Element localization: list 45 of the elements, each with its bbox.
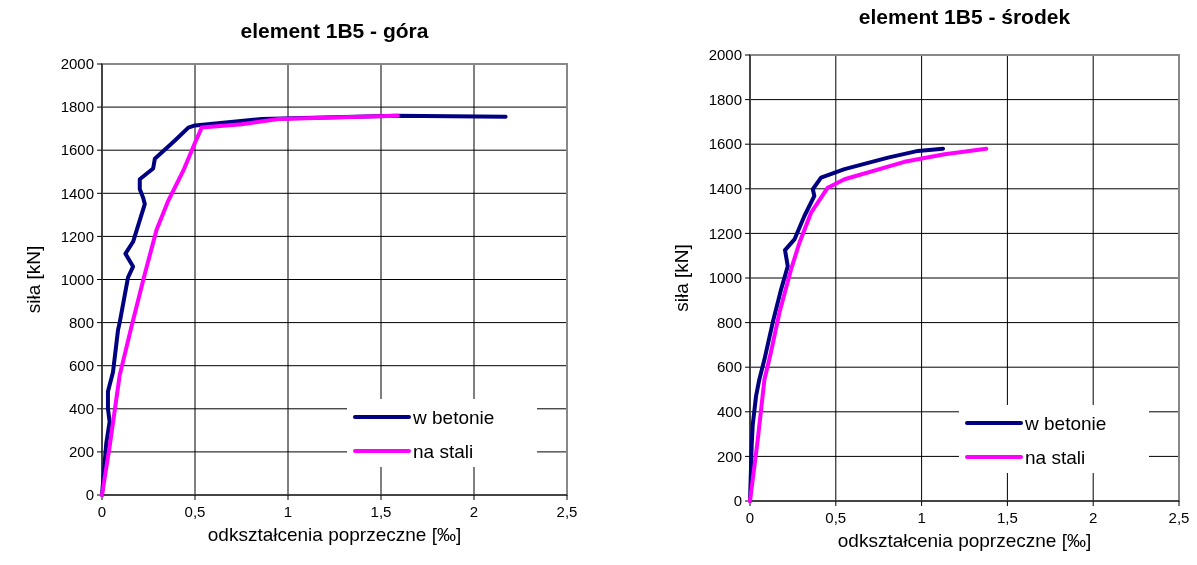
chart-title: element 1B5 - góra	[240, 19, 429, 42]
y-tick-label: 1600	[60, 141, 94, 159]
x-tick-label: 2,5	[556, 503, 578, 520]
y-tick-label: 600	[68, 356, 94, 374]
x-tick-label: 0	[745, 509, 755, 526]
x-tick-label: 0	[97, 503, 107, 520]
line-series	[748, 146, 989, 503]
y-tick-label: 400	[68, 400, 94, 418]
y-tick-label: 1800	[60, 98, 94, 116]
y-tick-label: 1200	[60, 227, 94, 245]
y-axis-title: siła [kN]	[23, 245, 44, 314]
y-tick-label: 200	[716, 447, 742, 465]
y-tick-label: 800	[68, 313, 94, 331]
chart-title: element 1B5 - środek	[858, 5, 1071, 28]
y-tick-label: 800	[716, 313, 742, 331]
legend-label: na stali	[413, 440, 474, 462]
y-tick-label: 600	[716, 358, 742, 376]
y-tick-label: 1000	[60, 270, 94, 288]
x-tick-label: 1,5	[370, 503, 392, 520]
x-tick-label: 2	[469, 503, 479, 520]
y-tick-label: 2000	[708, 46, 742, 64]
legend-label: na stali	[1025, 446, 1086, 468]
y-tick-label: 1400	[60, 184, 94, 202]
legend-label: w betonie	[1024, 412, 1107, 434]
y-tick-label: 1000	[708, 269, 742, 287]
x-tick-label: 2	[1089, 509, 1098, 526]
y-tick-label: 200	[68, 443, 94, 461]
line-series	[100, 113, 400, 497]
y-tick-label: 0	[85, 486, 94, 504]
y-tick-label: 2000	[60, 55, 94, 73]
x-tick-label: 2,5	[1168, 509, 1190, 526]
y-tick-label: 1200	[708, 224, 742, 242]
x-tick-label: 1	[917, 509, 926, 526]
x-tick-label: 1,5	[996, 509, 1018, 526]
y-tick-label: 1400	[708, 180, 742, 198]
x-tick-label: 0,5	[825, 509, 847, 526]
y-tick-label: 1800	[708, 90, 742, 108]
legend-label: w betonie	[412, 406, 495, 428]
y-tick-label: 400	[716, 403, 742, 421]
y-tick-label: 1600	[708, 135, 742, 153]
x-tick-label: 0,5	[184, 503, 206, 520]
y-axis-title: siła [kN]	[671, 244, 692, 312]
x-tick-label: 1	[283, 503, 293, 520]
x-axis-title: odkształcenia poprzeczne [‰]	[207, 524, 462, 545]
x-axis-title: odkształcenia poprzeczne [‰]	[837, 530, 1092, 551]
